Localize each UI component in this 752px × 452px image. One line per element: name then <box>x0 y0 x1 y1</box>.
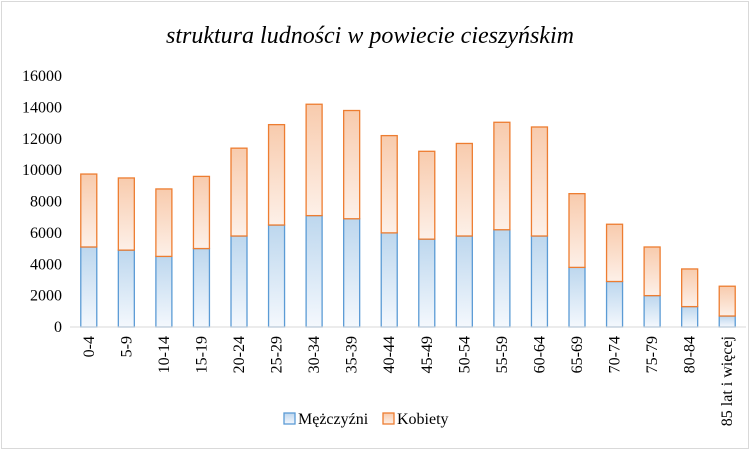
bar-women <box>192 175 211 250</box>
y-tick-label: 4000 <box>30 256 62 273</box>
x-tick-label: 35-39 <box>344 336 361 373</box>
bar-men <box>455 235 473 328</box>
bars-group <box>80 103 736 328</box>
bar-men <box>681 305 699 328</box>
x-axis: 0-4 5-9 10-14 15-19 20-24 25-29 30-34 35-39 40-4… <box>70 326 746 426</box>
x-tick-label: 5-9 <box>118 336 135 357</box>
x-tick-label: 15-19 <box>193 336 210 373</box>
y-tick-label: 0 <box>54 319 62 336</box>
bar-women <box>305 103 323 217</box>
bar-women <box>605 223 624 283</box>
bar-men <box>267 224 286 328</box>
bar-men <box>418 238 436 328</box>
x-tick-label: 85 lat i więcej <box>719 336 736 426</box>
bar-women <box>718 285 736 317</box>
bar-men <box>117 249 135 328</box>
x-tick-label: 55-59 <box>494 336 511 373</box>
x-tick-label: 60-64 <box>531 336 548 373</box>
x-tick-label: 50-54 <box>456 336 473 373</box>
y-tick-label: 2000 <box>30 288 62 305</box>
bar-women <box>455 142 473 237</box>
x-tick-label: 0-4 <box>81 336 98 357</box>
x-tick-label: 30-34 <box>306 336 323 373</box>
bar-men <box>343 218 361 328</box>
bar-men <box>718 315 736 328</box>
bar-women <box>80 173 98 248</box>
bar-men <box>230 235 248 328</box>
legend-swatch <box>382 412 395 425</box>
bar-men <box>155 255 173 328</box>
y-tick-label: 8000 <box>30 194 62 211</box>
bar-women <box>380 134 398 234</box>
bar-women <box>681 268 699 308</box>
x-tick-label: 70-74 <box>607 336 624 373</box>
x-tick-label: 20-24 <box>231 336 248 373</box>
x-tick-label: 75-79 <box>644 336 661 373</box>
x-tick-label: 65-69 <box>569 336 586 373</box>
x-tick-label: 10-14 <box>156 336 173 373</box>
bar-women <box>418 150 436 240</box>
bar-women <box>117 177 135 251</box>
bar-men <box>305 214 323 328</box>
bar-men <box>380 232 398 328</box>
bar-women <box>643 246 661 297</box>
y-tick-label: 10000 <box>22 162 62 179</box>
bar-men <box>192 247 211 328</box>
bar-men <box>80 246 98 328</box>
x-tick-label: 45-49 <box>419 336 436 373</box>
y-tick-label: 6000 <box>30 225 62 242</box>
bar-men <box>605 280 624 328</box>
bar-women <box>568 193 586 269</box>
legend-label: Mężczyźni <box>298 411 369 428</box>
y-tick-label: 16000 <box>22 68 62 85</box>
bar-women <box>155 188 173 258</box>
bar-women <box>343 109 361 220</box>
legend-label: Kobiety <box>397 411 449 428</box>
bar-men <box>643 294 661 328</box>
bar-men <box>493 229 511 328</box>
legend: Mężczyźni Kobiety <box>283 411 449 428</box>
chart-title: struktura ludności w powiecie cieszyński… <box>166 23 574 49</box>
bar-men <box>530 235 549 328</box>
x-tick-label: 80-84 <box>682 336 699 373</box>
x-tick-label: 25-29 <box>269 336 286 373</box>
legend-swatch <box>283 412 296 425</box>
y-tick-label: 12000 <box>22 131 62 148</box>
bar-women <box>493 121 511 231</box>
x-tick-label: 40-44 <box>381 336 398 373</box>
y-axis: 0 2000 4000 6000 8000 10000 12000 14000 16000 <box>22 68 62 336</box>
bar-women <box>230 147 248 237</box>
bar-women <box>530 126 549 237</box>
bar-men <box>568 266 586 328</box>
bar-women <box>267 123 286 226</box>
y-tick-label: 14000 <box>22 99 62 116</box>
